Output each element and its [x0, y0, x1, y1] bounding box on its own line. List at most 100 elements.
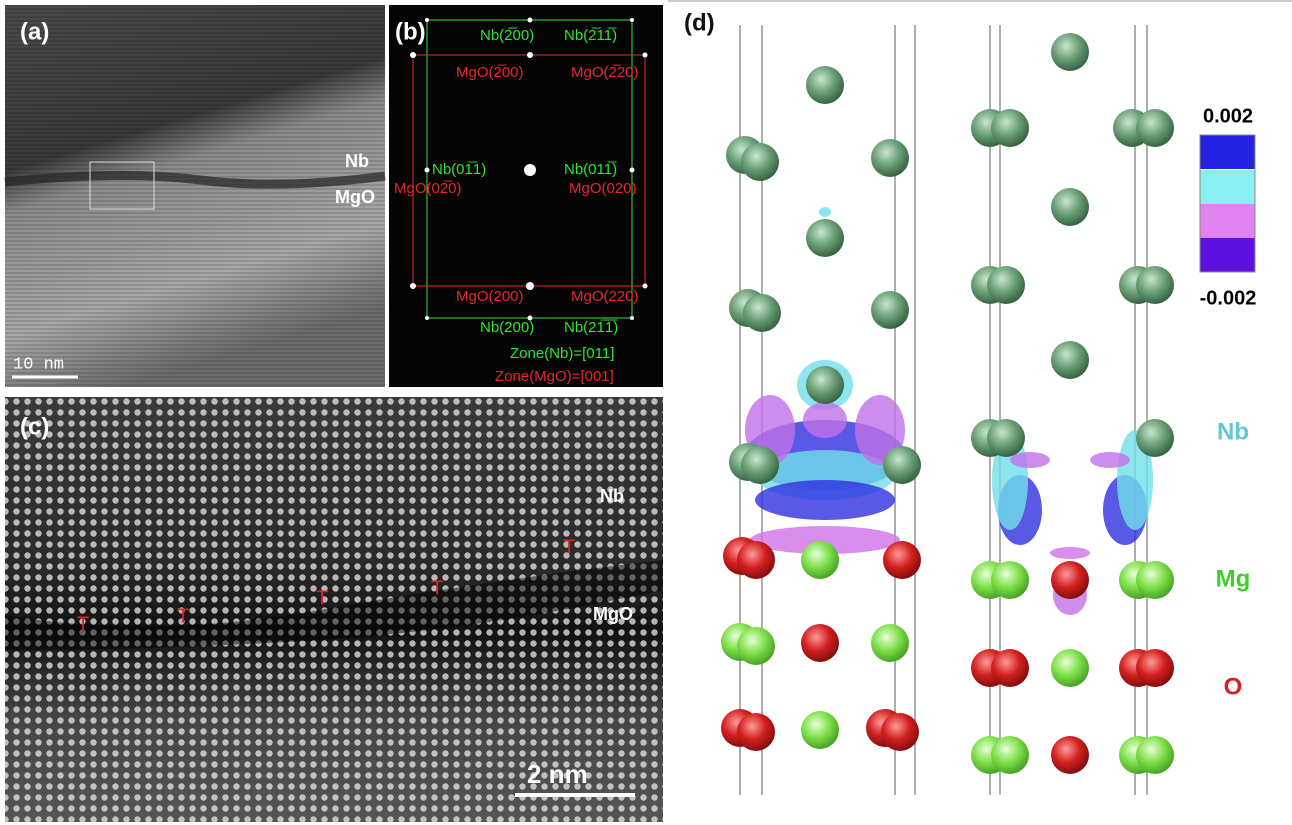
atom [801, 541, 839, 579]
panel-label: (b) [395, 18, 426, 45]
charge-isosurface [803, 402, 847, 438]
colorbar-frame [1199, 134, 1256, 273]
dislocation-mark: T [563, 536, 575, 558]
atom [1051, 649, 1089, 687]
atom [987, 266, 1025, 304]
atom [881, 713, 919, 751]
diffraction-spot [642, 283, 648, 289]
atom [1136, 736, 1174, 774]
atom [806, 219, 844, 257]
spot-label: MgO(2̅00) [456, 64, 524, 81]
spot-label: Nb(21̅1̅) [564, 319, 618, 336]
atom [883, 541, 921, 579]
atom [1051, 736, 1089, 774]
spot-label: MgO(020) [569, 180, 637, 197]
diffraction-spot [526, 282, 534, 290]
atom [801, 624, 839, 662]
atom [737, 713, 775, 751]
scale-bar-label: 2 nm [527, 759, 588, 789]
atom [1051, 33, 1089, 71]
spot-label: Nb(2̅11̅) [564, 27, 617, 44]
atom [801, 711, 839, 749]
dislocation-mark: T [77, 613, 89, 635]
spot-label: Nb(01̅1) [432, 161, 486, 178]
interface-band [4, 170, 386, 189]
charge-isosurface [750, 526, 900, 554]
atom [1136, 419, 1174, 457]
atomic-lattice [5, 397, 663, 822]
atom [871, 291, 909, 329]
lattice-fringes [5, 5, 385, 387]
atom [1136, 109, 1174, 147]
atom [987, 419, 1025, 457]
charge-isosurface [1090, 452, 1130, 468]
spot-label: MgO(2̅20) [571, 64, 639, 81]
colorbar-label: -0.002 [1200, 287, 1257, 309]
legend-label: Mg [1216, 565, 1251, 592]
diffraction-spot [630, 316, 634, 320]
zone-label: Zone(MgO)=[001] [495, 368, 614, 385]
colorbar-band [1200, 238, 1255, 272]
diffraction-pattern [389, 5, 663, 387]
layer-label: Nb [600, 486, 624, 506]
diffraction-spot [410, 52, 416, 58]
panel-label: (d) [684, 9, 715, 36]
imagery [4, 0, 1292, 822]
diffraction-spot [527, 315, 533, 321]
colorbar-label: 0.002 [1203, 105, 1253, 127]
spot-label: MgO(02̅0) [394, 180, 462, 197]
colorbar-band [1200, 135, 1255, 169]
atom [806, 366, 844, 404]
scale-bar-label: 10 nm [13, 355, 64, 374]
diffraction-spot [629, 167, 635, 173]
atom [1136, 649, 1174, 687]
diffraction-spot [527, 52, 533, 58]
diffraction-spot [410, 283, 416, 289]
legend-label: O [1224, 673, 1243, 700]
charge-isosurface [855, 395, 905, 465]
panel-label: (c) [20, 413, 49, 440]
charge-isosurface [755, 480, 895, 520]
diffraction-spot [527, 17, 533, 23]
diffraction-spot [524, 164, 536, 176]
colorbar-band [1200, 170, 1255, 204]
charge-isosurface [1117, 430, 1153, 530]
spot-label: MgO(220) [571, 288, 639, 305]
charge-isosurface [819, 207, 831, 217]
dislocation-mark: T [177, 605, 189, 627]
atom [991, 109, 1029, 147]
layer-label: MgO [593, 604, 633, 624]
legend-label: Nb [1217, 418, 1249, 445]
diffraction-spot [630, 18, 634, 22]
atom [1051, 561, 1089, 599]
dislocation-mark: T [431, 577, 443, 599]
atom [737, 627, 775, 665]
spot-label: Nb(011̅) [564, 161, 617, 178]
zone-label: Zone(Nb)=[011] [510, 345, 614, 362]
atom [1136, 266, 1174, 304]
diffraction-spot [425, 18, 429, 22]
interface-band [5, 560, 663, 650]
charge-isosurface [1010, 452, 1050, 468]
atom [1136, 561, 1174, 599]
atom [806, 66, 844, 104]
diffraction-spot [424, 167, 430, 173]
atom [741, 143, 779, 181]
spot-label: Nb(2̅00) [480, 27, 534, 44]
atom [991, 561, 1029, 599]
atom [871, 139, 909, 177]
charge-isosurface [1050, 547, 1090, 559]
panel-label: (a) [20, 18, 49, 45]
diffraction-spot [425, 316, 429, 320]
atom [741, 446, 779, 484]
selected-area [89, 161, 155, 210]
atom [991, 736, 1029, 774]
dislocation-mark: T [316, 587, 328, 609]
diffraction-spot [642, 52, 648, 58]
atom [1051, 341, 1089, 379]
spot-label: Nb(200) [480, 319, 534, 336]
atom [991, 649, 1029, 687]
atom [737, 541, 775, 579]
